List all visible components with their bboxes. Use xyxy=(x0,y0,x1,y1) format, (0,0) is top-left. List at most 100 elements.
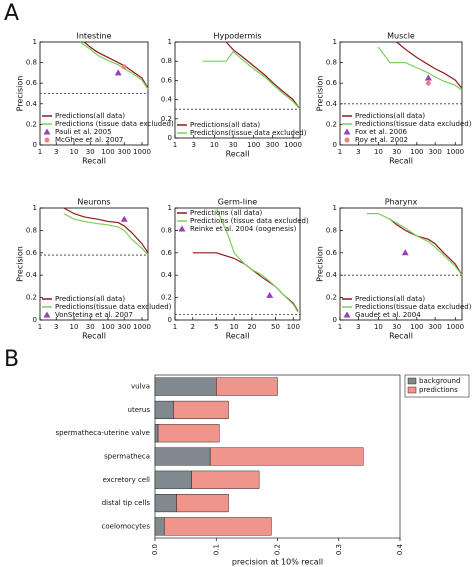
y-tick-label: 0.8 xyxy=(26,59,37,67)
x-tick-label: 100 xyxy=(247,141,260,149)
bar-segment xyxy=(176,494,229,513)
legend-swatch xyxy=(43,128,51,135)
y-tick-label: 0.2 xyxy=(26,294,37,302)
x-tick-label: 100 xyxy=(101,323,114,331)
legend-label: Predictions(tissue data excluded) xyxy=(355,303,472,311)
y-tick-label: 0.2 xyxy=(326,120,337,128)
legend-label: Predictions(all data) xyxy=(355,112,425,120)
legend-swatch xyxy=(407,377,417,385)
legend-label: Predictions(all data) xyxy=(355,295,425,303)
x-tick-label: 100 xyxy=(410,323,423,331)
x-tick-label: 300 xyxy=(428,323,441,331)
y-tick-label: 0.4 xyxy=(161,271,173,279)
y-tick-label: 0.6 xyxy=(26,79,38,87)
x-tick-label: 3 xyxy=(54,148,58,156)
legend-swatch xyxy=(344,137,350,143)
marker-point xyxy=(425,80,431,86)
y-tick-label: 1 xyxy=(168,38,172,46)
bar-segment xyxy=(173,400,229,419)
y-tick-label: 0 xyxy=(33,316,37,324)
x-tick-label: 10 xyxy=(374,148,383,156)
y-tick-label: spermatheca xyxy=(104,453,150,461)
bar-segment xyxy=(154,494,177,513)
series-line xyxy=(389,218,463,276)
x-tick-label: 1 xyxy=(38,323,42,331)
bar-segment xyxy=(209,447,364,466)
marker-point xyxy=(120,215,128,222)
x-tick-label: 2 xyxy=(191,323,195,331)
x-axis-label: precision at 10% recall xyxy=(232,558,323,567)
legend-label: Predictions(all data) xyxy=(55,112,125,120)
x-tick-label: 10 xyxy=(70,148,79,156)
bar-segment xyxy=(157,424,220,443)
legend-swatch xyxy=(343,128,351,135)
y-axis-label: Precision xyxy=(16,76,25,112)
plot-frame xyxy=(339,207,463,321)
x-tick-label: 1 xyxy=(338,323,342,331)
bar-segment xyxy=(191,470,260,489)
x-tick-label: 50 xyxy=(271,323,280,331)
bar-segment xyxy=(154,400,174,419)
series-line xyxy=(63,207,149,254)
y-tick-label: 0.8 xyxy=(161,226,172,234)
y-tick-label: 0.2 xyxy=(26,120,37,128)
x-tick-label: 0.1 xyxy=(212,544,220,555)
y-tick-label: 0.2 xyxy=(326,294,337,302)
y-tick-label: 0 xyxy=(168,316,172,324)
y-tick-label: 0.6 xyxy=(326,79,338,87)
bar-segment xyxy=(154,377,217,396)
y-tick-label: 0.6 xyxy=(26,249,38,257)
legend-label: Predictions (tissue data excluded) xyxy=(190,217,309,225)
x-tick-label: 300 xyxy=(118,323,131,331)
x-tick-label: 10 xyxy=(230,323,239,331)
x-tick-label: 30 xyxy=(86,148,95,156)
marker-point xyxy=(121,64,127,70)
y-tick-label: 1 xyxy=(168,204,172,212)
marker-point xyxy=(266,291,274,298)
y-tick-label: 0.2 xyxy=(161,294,172,302)
legend-label: Predictions(tissue data excluded) xyxy=(355,120,472,128)
legend-label: Predictions (all data) xyxy=(190,209,263,217)
y-tick-label: 0.4 xyxy=(26,100,38,108)
y-tick-label: 1 xyxy=(33,38,37,46)
plot-frame xyxy=(39,207,149,321)
y-tick-label: 1 xyxy=(333,38,337,46)
x-tick-label: 1 xyxy=(173,323,177,331)
legend-swatch xyxy=(178,225,186,232)
y-tick-label: 0.6 xyxy=(161,76,173,84)
chart-title: Muscle xyxy=(387,32,415,41)
x-tick-label: 100 xyxy=(101,148,114,156)
series-line xyxy=(79,41,149,90)
series-line xyxy=(192,252,299,312)
x-tick-label: 1 xyxy=(38,148,42,156)
x-axis-label: Recall xyxy=(82,332,106,341)
bar-segment xyxy=(154,517,165,536)
y-tick-label: 0.6 xyxy=(161,249,173,257)
plot-frame xyxy=(174,41,301,139)
legend-label: Predictions(tissue data excluded) xyxy=(190,129,307,137)
x-axis-label: Recall xyxy=(226,150,250,159)
x-tick-label: 1000 xyxy=(446,323,464,331)
legend-label: Gaudet et al. 2004 xyxy=(355,311,421,319)
y-tick-label: 0 xyxy=(333,316,337,324)
series-line xyxy=(225,41,301,110)
legend-label: Roy et al. 2002 xyxy=(355,136,408,144)
y-tick-label: uterus xyxy=(128,406,151,414)
legend-label: Predictions(tissue data excluded) xyxy=(55,303,172,311)
x-axis-label: Recall xyxy=(82,157,106,166)
x-tick-label: 1000 xyxy=(133,323,151,331)
series-line xyxy=(366,213,463,276)
x-tick-label: 3 xyxy=(356,323,360,331)
x-axis-label: Recall xyxy=(226,332,250,341)
legend-swatch xyxy=(407,386,417,394)
x-tick-label: 1000 xyxy=(446,148,464,156)
x-tick-label: 300 xyxy=(428,148,441,156)
x-axis-label: Recall xyxy=(389,332,413,341)
chart-title: Intestine xyxy=(76,32,111,41)
x-tick-label: 30 xyxy=(392,148,401,156)
bar-segment xyxy=(154,447,211,466)
x-tick-label: 1000 xyxy=(133,148,151,156)
chart-title: Hypodermis xyxy=(213,32,261,41)
x-tick-label: 100 xyxy=(287,323,300,331)
x-tick-label: 1000 xyxy=(284,141,302,149)
